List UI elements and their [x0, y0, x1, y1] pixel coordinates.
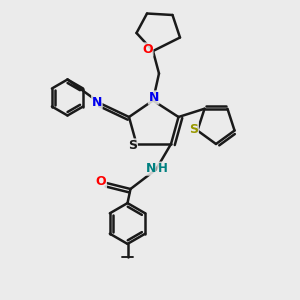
Text: N: N — [92, 95, 102, 109]
Text: N: N — [146, 162, 156, 175]
Text: O: O — [96, 175, 106, 188]
Text: S: S — [128, 139, 137, 152]
Text: H: H — [158, 162, 167, 175]
Text: N: N — [148, 91, 159, 104]
Text: S: S — [189, 122, 198, 136]
Text: O: O — [142, 43, 153, 56]
